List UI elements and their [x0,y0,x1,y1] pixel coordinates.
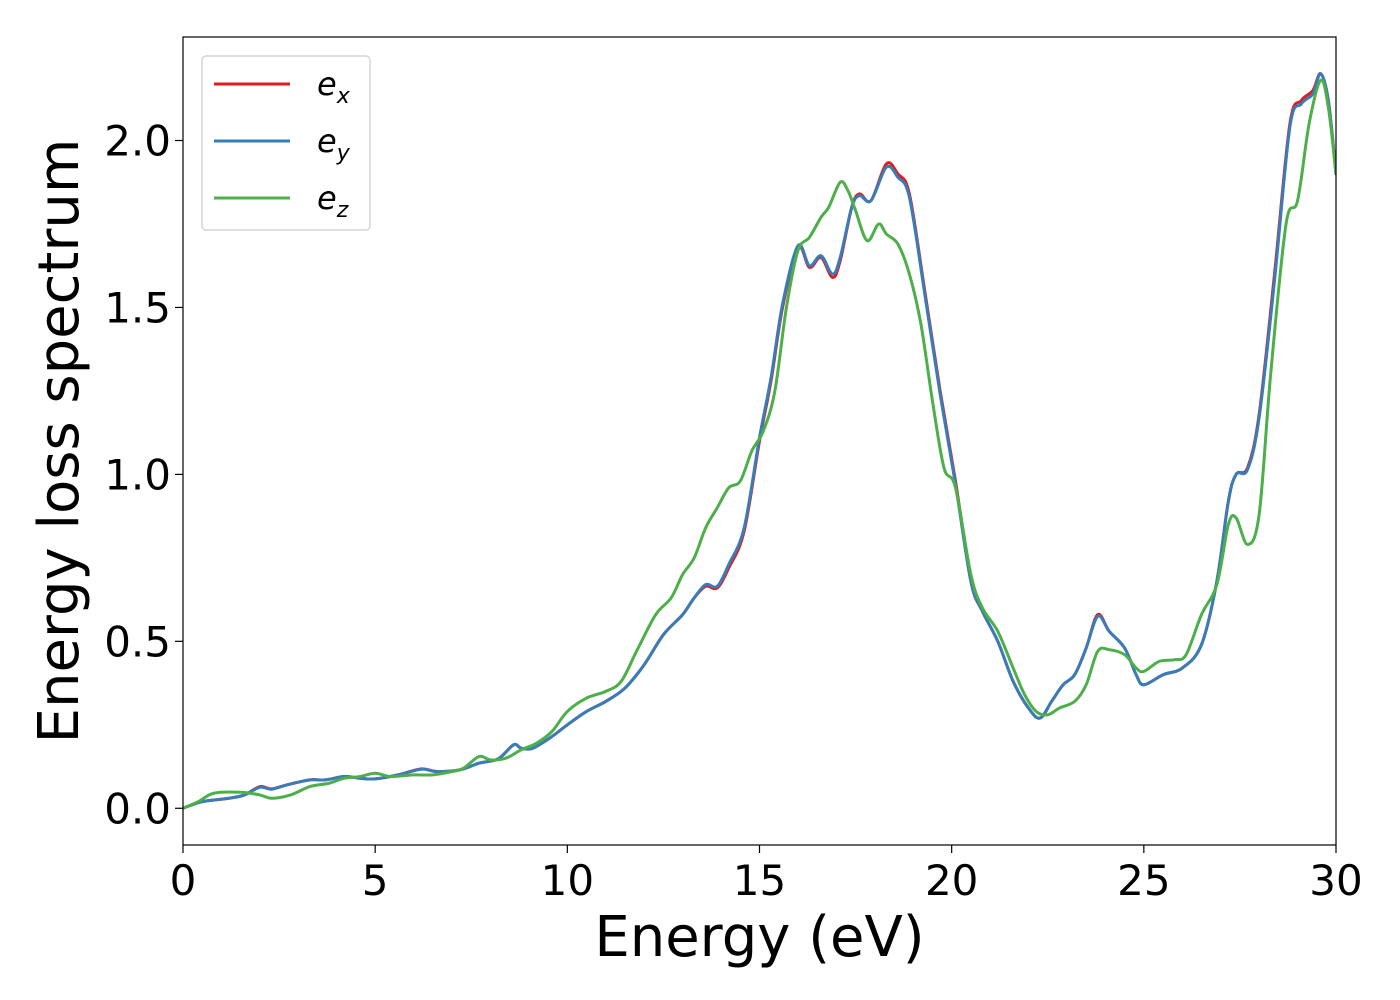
legend-label-base: e [317,122,337,160]
legend-label: ex [317,65,351,109]
series-line-ey [183,72,1336,810]
x-tick-label: 0 [170,856,197,905]
y-tick-label: 0.5 [104,617,171,666]
x-tick-label: 10 [541,856,594,905]
legend-label: ez [317,179,349,223]
y-axis-title: Energy loss spectrum [27,139,92,744]
y-tick-label: 1.5 [104,283,171,332]
y-tick-label: 1.0 [104,450,171,499]
legend-label-subscript: y [336,141,351,166]
legend-label: ey [317,122,351,166]
x-tick-label: 15 [733,856,786,905]
tick-layer: 0 5 10 15 20 25 30 0.0 0.5 1.0 1.5 2.0 [104,117,1363,905]
x-tick-label: 25 [1117,856,1170,905]
legend-label-subscript: z [336,198,349,223]
legend-label-base: e [317,65,337,103]
x-tick-label: 5 [362,856,389,905]
x-tick-label: 30 [1309,856,1362,905]
x-axis-title: Energy (eV) [594,905,924,970]
series-layer [183,72,1336,810]
y-tick-label: 0.0 [104,784,171,833]
y-tick-label: 2.0 [104,117,171,166]
legend-label-subscript: x [336,84,351,109]
x-tick-label: 20 [925,856,978,905]
legend-box [201,55,371,231]
legend-label-base: e [317,179,337,217]
series-line-ez [183,78,1336,810]
